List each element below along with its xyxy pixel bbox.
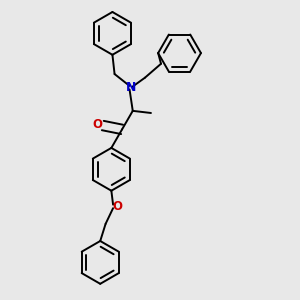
Text: O: O (113, 200, 123, 213)
Text: O: O (92, 118, 103, 131)
Text: N: N (126, 82, 136, 94)
